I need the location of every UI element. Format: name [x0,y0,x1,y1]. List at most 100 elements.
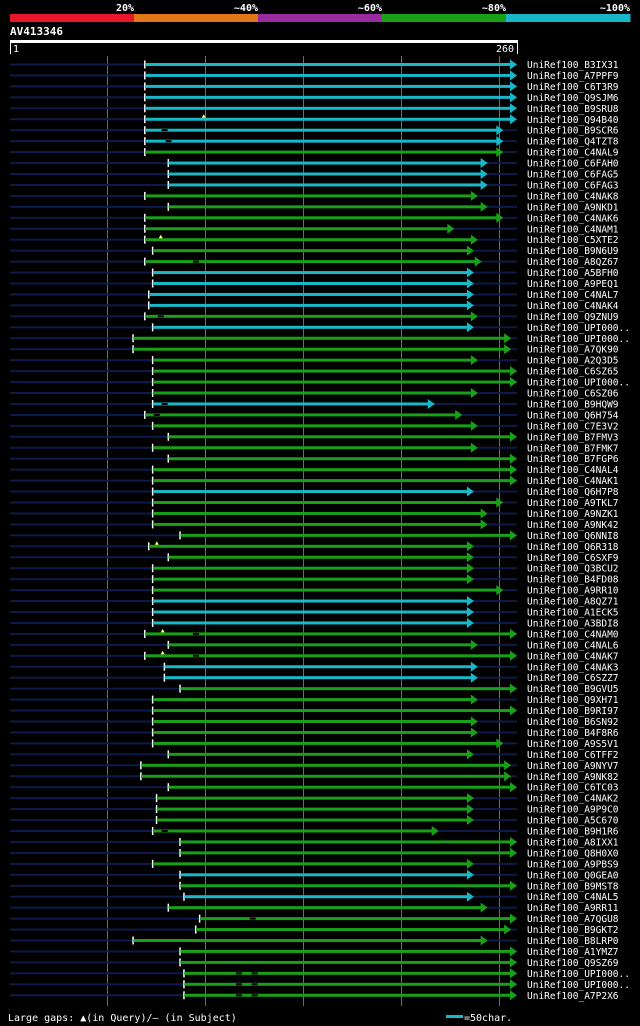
hit-row[interactable]: UniRef100_A8IXX1 [10,836,619,849]
hit-label[interactable]: UniRef100_C4NAK8 [527,191,619,202]
hit-label[interactable]: UniRef100_A8QZ67 [527,257,619,268]
hit-label[interactable]: UniRef100_C4NAK7 [527,651,619,662]
hit-label[interactable]: UniRef100_A9RR11 [527,903,619,914]
hit-label[interactable]: UniRef100_B9SRU8 [527,104,619,115]
hit-label[interactable]: UniRef100_A1ECK5 [527,608,619,619]
hit-row[interactable]: UniRef100_C6SZ65 [10,366,619,378]
hit-row[interactable]: UniRef100_Q9SJM6 [10,92,619,104]
hit-row[interactable]: UniRef100_A9PBS9 [10,858,619,871]
hit-label[interactable]: UniRef100_B9HQW9 [527,399,619,410]
hit-label[interactable]: UniRef100_A7P2X6 [527,991,619,1002]
hit-label[interactable]: UniRef100_C6SXF9 [527,553,619,564]
hit-label[interactable]: UniRef100_C4NAL7 [527,290,619,301]
hit-label[interactable]: UniRef100_Q9XH71 [527,695,619,706]
hit-row[interactable]: UniRef100_B4FD08 [10,574,619,586]
hit-label[interactable]: UniRef100_A9TKL7 [527,498,619,509]
hit-row[interactable]: UniRef100_Q9SZ69 [10,957,619,969]
hit-label[interactable]: UniRef100_B6SN92 [527,717,619,728]
hit-label[interactable]: UniRef100_C4NAM0 [527,629,619,640]
hit-row[interactable]: UniRef100_B4F8R6 [10,727,619,739]
hit-row[interactable]: UniRef100_A7QGU8 [10,913,619,926]
hit-label[interactable]: UniRef100_A9PBS9 [527,859,619,870]
hit-row[interactable]: UniRef100_B7FMK7 [10,442,619,455]
hit-label[interactable]: UniRef100_B7FMV3 [527,432,619,443]
hit-row[interactable]: UniRef100_C6TFF2 [10,749,619,761]
hit-label[interactable]: UniRef100_C4NAL5 [527,892,619,903]
hit-row[interactable]: UniRef100_A9NKD1 [10,201,619,214]
hit-row[interactable]: UniRef100_A9NK42 [10,519,619,531]
hit-row[interactable]: UniRef100_A1YMZ7 [10,946,619,958]
hit-label[interactable]: UniRef100_B9GKT2 [527,925,619,936]
hit-row[interactable]: UniRef100_C4NAL5 [10,891,619,904]
hit-label[interactable]: UniRef100_B9H1R6 [527,827,619,838]
hit-row[interactable]: UniRef100_A7PPF9 [10,70,619,82]
hit-row[interactable]: UniRef100_C4NAK4 [10,300,619,312]
hit-row[interactable]: UniRef100_Q6H7P8 [10,486,619,499]
hit-label[interactable]: UniRef100_C4NAL4 [527,465,619,476]
hit-label[interactable]: UniRef100_C4NAK6 [527,213,619,224]
hit-label[interactable]: UniRef100_C6SZZ7 [527,673,619,684]
hit-label[interactable]: UniRef100_UPI000.. [527,980,630,991]
hit-label[interactable]: UniRef100_B9MST8 [527,881,619,892]
hit-row[interactable]: UniRef100_A9P9C0 [10,804,619,816]
hit-label[interactable]: UniRef100_B7FMK7 [527,443,619,454]
hit-row[interactable]: UniRef100_B9GVU5 [10,683,619,696]
hit-row[interactable]: UniRef100_A3BDI8 [10,617,619,630]
hit-row[interactable]: UniRef100_C4NAL6 [10,639,619,652]
hit-label[interactable]: UniRef100_Q4TZT8 [527,137,619,148]
hit-row[interactable]: UniRef100_B7FGP6 [10,453,619,466]
hit-label[interactable]: UniRef100_C6SZ06 [527,389,619,400]
hit-label[interactable]: UniRef100_C4NAL6 [527,640,619,651]
hit-label[interactable]: UniRef100_UPI000.. [527,969,630,980]
hit-label[interactable]: UniRef100_C5XTE2 [527,235,619,246]
hit-label[interactable]: UniRef100_Q0GEA0 [527,870,619,881]
hit-label[interactable]: UniRef100_A9RR10 [527,586,619,597]
hit-row[interactable]: UniRef100_C5XTE2 [10,234,619,247]
hit-label[interactable]: UniRef100_Q6R318 [527,542,619,553]
hit-label[interactable]: UniRef100_A1YMZ7 [527,947,619,958]
hit-label[interactable]: UniRef100_C6TC03 [527,783,619,794]
hit-label[interactable]: UniRef100_A8IXX1 [527,837,619,848]
hit-row[interactable]: UniRef100_C4NAK8 [10,190,619,203]
hit-row[interactable]: UniRef100_A5C670 [10,815,619,827]
hit-label[interactable]: UniRef100_Q6H754 [527,410,619,421]
hit-label[interactable]: UniRef100_Q9ZNU9 [527,312,619,323]
hit-label[interactable]: UniRef100_A9NYV7 [527,761,619,772]
hit-row[interactable]: UniRef100_A8QZ71 [10,596,619,608]
hit-label[interactable]: UniRef100_C4NAK2 [527,794,619,805]
hit-label[interactable]: UniRef100_Q3BCU2 [527,564,619,575]
hit-row[interactable]: UniRef100_A9RR11 [10,902,619,915]
hit-label[interactable]: UniRef100_A7PPF9 [527,71,619,82]
hit-row[interactable]: UniRef100_A7QK90 [10,344,619,356]
hit-row[interactable]: UniRef100_C4NAK6 [10,212,619,225]
hit-row[interactable]: UniRef100_UPI000.. [10,377,630,389]
hit-row[interactable]: UniRef100_C4NAM0 [10,628,619,641]
hit-label[interactable]: UniRef100_UPI000.. [527,334,630,345]
hit-row[interactable]: UniRef100_C4NAK7 [10,650,619,663]
hit-label[interactable]: UniRef100_A9P9C0 [527,805,619,816]
hit-row[interactable]: UniRef100_B7FMV3 [10,431,619,444]
hit-label[interactable]: UniRef100_C7E3V2 [527,421,619,432]
hit-label[interactable]: UniRef100_C4NAK1 [527,476,619,487]
hit-label[interactable]: UniRef100_Q9SJM6 [527,93,619,104]
hit-label[interactable]: UniRef100_C6FAG3 [527,180,619,191]
hit-label[interactable]: UniRef100_C6SZ65 [527,367,619,378]
hit-label[interactable]: UniRef100_A7QK90 [527,345,619,356]
hit-label[interactable]: UniRef100_C6TFF2 [527,750,619,761]
hit-label[interactable]: UniRef100_A9NKD1 [527,202,619,213]
hit-label[interactable]: UniRef100_A8QZ71 [527,597,619,608]
hit-row[interactable]: UniRef100_B9SRU8 [10,103,619,115]
hit-row[interactable]: UniRef100_Q9XH71 [10,694,619,707]
hit-label[interactable]: UniRef100_A9NZK1 [527,509,619,520]
hit-label[interactable]: UniRef100_C6FAG5 [527,170,619,181]
hit-row[interactable]: UniRef100_A5BFH0 [10,267,619,280]
hit-label[interactable]: UniRef100_B9RI97 [527,706,619,717]
hit-label[interactable]: UniRef100_UPI000.. [527,378,630,389]
hit-row[interactable]: UniRef100_C4NAK1 [10,475,619,488]
hit-row[interactable]: UniRef100_Q6NNI8 [10,530,619,542]
hit-row[interactable]: UniRef100_A9NK82 [10,771,619,783]
hit-label[interactable]: UniRef100_B9GVU5 [527,684,619,695]
hit-label[interactable]: UniRef100_Q94B40 [527,115,619,126]
hit-row[interactable]: UniRef100_C6SZ06 [10,388,619,400]
hit-row[interactable]: UniRef100_UPI000.. [10,322,630,334]
